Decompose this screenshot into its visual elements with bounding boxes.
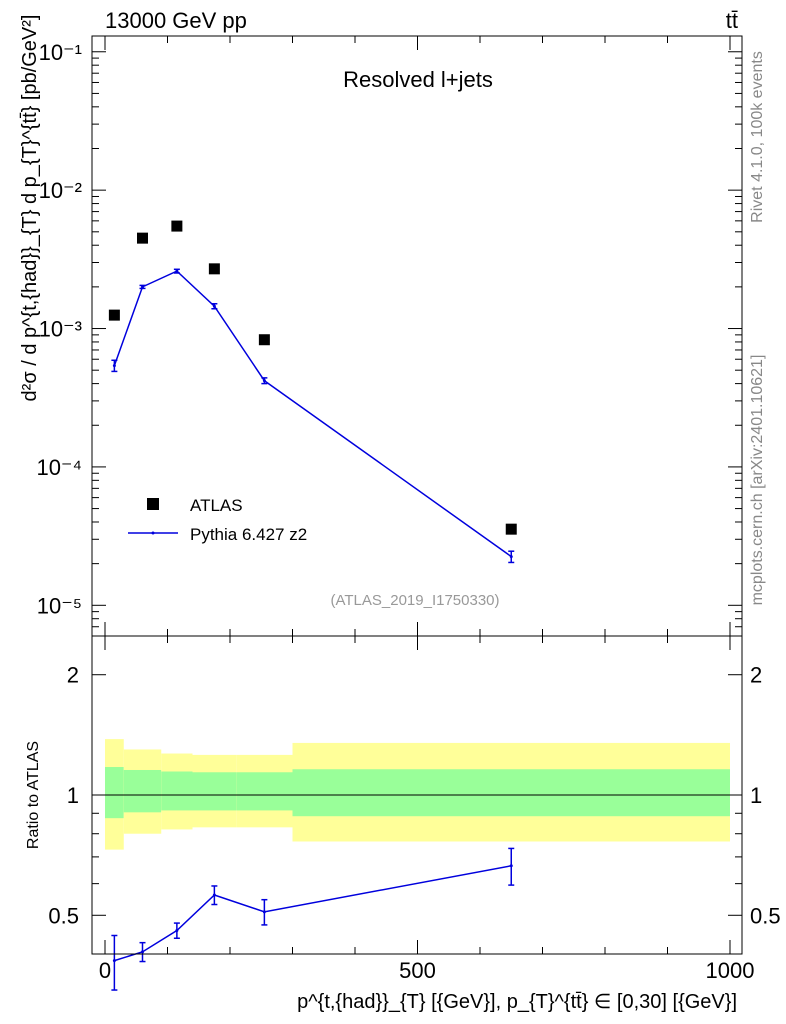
ratio-mc-point [262, 910, 266, 914]
y-tick-label-main: 10⁻⁴ [36, 455, 82, 480]
ratio-mc-point [141, 950, 144, 954]
y-tick-label-main: 10⁻¹ [39, 40, 82, 65]
ratio-band-inner [236, 772, 293, 811]
mcplots-reference-label: mcplots.cern.ch [arXiv:2401.10621] [749, 355, 766, 606]
data-point [171, 220, 183, 232]
data-point [208, 263, 220, 275]
data-point [258, 334, 270, 346]
x-tick-label: 500 [399, 958, 436, 983]
plot-title: Resolved l+jets [343, 67, 493, 92]
legend-data-marker [147, 498, 159, 510]
main-panel: 10⁻⁵ 10⁻⁴ 10⁻³ 10⁻² 10⁻¹ Resolved l+jets (AT… [19, 15, 743, 637]
ratio-band-inner [123, 769, 162, 813]
rivet-version-label: Rivet 4.1.0, 100k events [749, 51, 766, 223]
y-tick-label-ratio-right: 2 [750, 663, 762, 688]
energy-label: 13000 GeV pp [105, 8, 247, 33]
y-axis-label-ratio: Ratio to ATLAS [25, 741, 42, 849]
mc-point [112, 364, 116, 368]
x-tick-label: 1000 [706, 958, 755, 983]
ratio-band-inner [192, 772, 237, 811]
data-point [137, 232, 148, 244]
mc-point [509, 555, 513, 559]
y-tick-label-main: 10⁻³ [39, 317, 82, 342]
mc-series-line [113, 270, 512, 558]
ratio-mc-line [114, 865, 512, 962]
ratio-mc-point [175, 929, 179, 933]
ratio-mc-point [112, 959, 116, 963]
process-label: tt̄ [726, 8, 738, 33]
ratio-band-inner [105, 767, 124, 819]
legend-mc-label: Pythia 6.427 z2 [190, 525, 307, 544]
ratio-band-inner [292, 769, 730, 817]
y-tick-label-ratio: 2 [67, 663, 79, 688]
ratio-mc-point [212, 893, 216, 897]
mc-point [175, 269, 179, 273]
analysis-tag: (ATLAS_2019_I1750330) [330, 592, 499, 609]
ratio-mc-point [509, 864, 513, 868]
ratio-band-inner [161, 771, 193, 811]
data-point [108, 309, 120, 321]
mc-point [212, 304, 216, 308]
ratio-panel: 0 500 1000 0.5 0.5 1 1 2 2 Ratio to ATLAS [25, 635, 781, 991]
data-point [505, 523, 517, 535]
legend-mc-marker [151, 531, 155, 535]
y-tick-label-ratio: 0.5 [48, 903, 79, 928]
main-frame [91, 35, 743, 637]
legend: ATLAS Pythia 6.427 z2 [128, 496, 307, 544]
x-tick-label: 0 [99, 958, 111, 983]
x-axis-label: p^{t,{had}}_{T} [{GeV}], p_{T}^{tt̄} ∈ [… [297, 991, 737, 1013]
mc-point [262, 379, 266, 383]
y-tick-label-ratio-right: 1 [750, 783, 762, 808]
y-tick-label-main: 10⁻⁵ [37, 593, 82, 618]
y-tick-label-ratio: 1 [67, 783, 79, 808]
y-tick-label-main: 10⁻² [39, 178, 82, 203]
y-axis-label-main: d²σ / d p^{t,{had}}_{T} d p_{T}^{tt̄} [p… [19, 15, 41, 402]
legend-data-label: ATLAS [190, 496, 243, 515]
mc-point [141, 285, 144, 289]
y-tick-label-ratio-right: 0.5 [750, 903, 781, 928]
